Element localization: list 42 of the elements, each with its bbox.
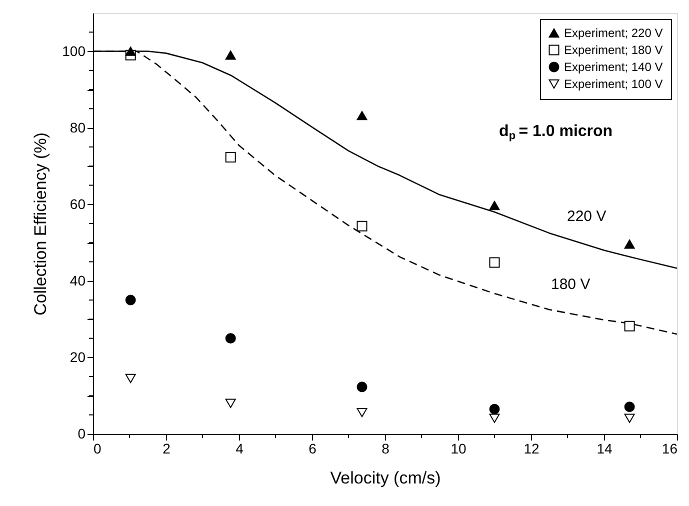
y-tick-label: 80 — [70, 119, 86, 136]
x-tick-label: 0 — [94, 440, 102, 456]
point — [624, 240, 635, 249]
point — [624, 414, 635, 423]
x-tick-label: 12 — [524, 440, 540, 456]
point — [356, 382, 368, 392]
annotation: 220 V — [567, 208, 606, 225]
y-tick-label: 0 — [78, 426, 86, 442]
point — [225, 333, 236, 344]
annotation: 180 V — [551, 276, 590, 293]
point — [489, 414, 500, 423]
legend-label: Experiment; 220 V — [564, 26, 663, 40]
point — [225, 50, 236, 60]
x-tick-label: 6 — [308, 440, 317, 456]
y-tick-label: 40 — [70, 272, 86, 288]
point — [125, 46, 136, 56]
x-tick-label: 10 — [450, 440, 466, 456]
point — [489, 404, 500, 414]
point — [624, 320, 635, 332]
x-tick-label: 16 — [662, 440, 678, 456]
point — [624, 402, 635, 412]
point — [356, 220, 368, 232]
point — [225, 152, 236, 163]
x-tick-label: 14 — [596, 440, 612, 456]
x-tick-label: 8 — [382, 440, 390, 456]
legend-label: Experiment; 100 V — [564, 77, 663, 91]
point — [356, 408, 368, 418]
legend-label: Experiment; 180 V — [564, 43, 663, 57]
x-axis-title: Velocity (cm/s) — [330, 468, 441, 488]
y-tick-label: 60 — [70, 196, 86, 212]
point — [125, 294, 136, 306]
point — [356, 110, 368, 120]
y-axis-title: Collection Efficiency (%) — [31, 132, 50, 316]
point — [489, 200, 500, 210]
y-tick-label: 100 — [62, 42, 86, 59]
point — [489, 257, 500, 268]
legend-label: Experiment; 140 V — [564, 60, 663, 74]
y-tick-label: 20 — [70, 348, 86, 365]
point — [225, 398, 236, 408]
x-tick-label: 4 — [236, 440, 244, 456]
point — [125, 374, 136, 384]
x-tick-label: 2 — [162, 440, 171, 456]
